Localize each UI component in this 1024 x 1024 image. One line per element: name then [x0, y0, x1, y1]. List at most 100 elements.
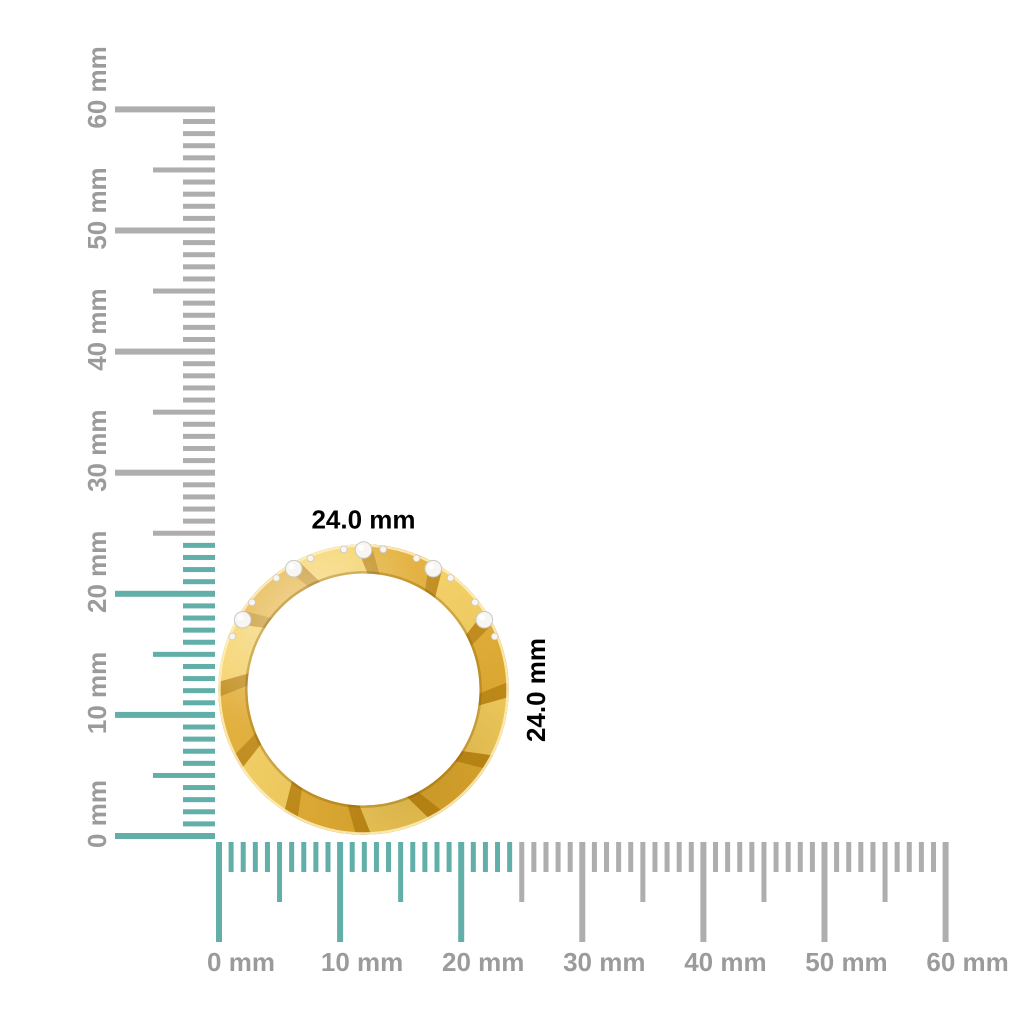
ruler-tick: [183, 748, 215, 754]
ruler-tick: [183, 445, 215, 451]
ruler-tick: [361, 842, 367, 872]
ruler-tick: [183, 542, 215, 548]
ruler-tick: [153, 409, 215, 415]
ruler-tick: [183, 736, 215, 742]
ruler-tick: [183, 494, 215, 500]
diamond-accent: [412, 554, 455, 582]
ruler-tick: [797, 842, 803, 872]
ruler-tick: [153, 167, 215, 173]
small-diamond-icon: [228, 632, 237, 641]
ruler-tick: [183, 554, 215, 560]
ruler-tick-label: 30 mm: [82, 410, 112, 492]
ruler-tick: [183, 724, 215, 730]
ruler-tick: [183, 179, 215, 185]
small-diamond-icon: [379, 545, 387, 554]
ruler-tick: [183, 482, 215, 488]
ruler-tick: [183, 155, 215, 161]
ruler-tick: [252, 842, 258, 872]
ruler-tick: [507, 842, 513, 872]
ruler-tick: [183, 324, 215, 330]
ruler-tick: [591, 842, 597, 872]
ruler-tick: [325, 842, 331, 872]
ruler-tick-label: 10 mm: [82, 652, 112, 734]
ruler-tick-label: 50 mm: [82, 167, 112, 249]
ruler-tick: [616, 842, 622, 872]
ruler-tick: [495, 842, 501, 872]
ruler-tick: [115, 833, 215, 839]
ruler-tick: [725, 842, 731, 872]
small-diamond-icon: [490, 632, 499, 641]
ruler-tick: [183, 809, 215, 815]
ruler-tick-label: 0 mm: [207, 947, 275, 977]
ruler-tick: [458, 842, 465, 942]
small-diamond-icon: [412, 554, 421, 563]
ruler-tick: [277, 842, 283, 902]
small-diamond-icon: [306, 554, 315, 563]
ruler-tick: [183, 700, 215, 706]
ruler-tick: [809, 842, 815, 872]
ruler-tick: [183, 300, 215, 306]
small-diamond-icon: [340, 545, 348, 554]
ruler-tick: [153, 288, 215, 294]
ruler-tick: [870, 842, 876, 872]
ruler-tick: [676, 842, 682, 872]
diamond-accent: [340, 541, 387, 559]
ruler-tick: [153, 530, 215, 536]
ruler-tick: [183, 615, 215, 621]
height-dimension-label: 24.0 mm: [521, 638, 551, 742]
diamond-accent: [228, 598, 256, 641]
ruler-tick: [882, 842, 888, 902]
small-diamond-icon: [272, 574, 281, 582]
ruler-tick: [183, 276, 215, 282]
ruler-tick: [183, 518, 215, 524]
ruler-tick: [240, 842, 246, 872]
ruler-tick: [313, 842, 319, 872]
ruler-tick: [858, 842, 864, 872]
ruler-tick: [337, 842, 344, 942]
diamond-glint: [428, 563, 435, 570]
ruler-tick: [183, 821, 215, 827]
ruler-tick: [115, 469, 215, 476]
small-diamond-icon: [471, 598, 479, 607]
ruler-tick: [652, 842, 658, 872]
ruler-tick: [543, 842, 549, 872]
ruler-tick: [183, 373, 215, 379]
ruler-tick-label: 20 mm: [82, 531, 112, 613]
ruler-tick: [567, 842, 573, 872]
ruler-tick: [749, 842, 755, 872]
ruler-tick: [183, 312, 215, 318]
ruler-tick: [470, 842, 476, 872]
ruler-tick: [446, 842, 452, 872]
ruler-tick: [183, 421, 215, 427]
ruler-tick: [301, 842, 307, 872]
bottom-ruler: 0 mm 10 mm 20 mm 30 mm 40 mm 50 mm 60 mm: [207, 842, 1009, 977]
ruler-tick: [349, 842, 355, 872]
ruler-tick: [604, 842, 610, 872]
ruler-tick: [115, 227, 215, 234]
ruler-tick: [422, 842, 428, 872]
width-dimension-label: 24.0 mm: [311, 505, 415, 535]
ruler-tick: [183, 215, 215, 221]
diamond-icon: [424, 559, 443, 578]
diamond-glint: [358, 544, 365, 551]
ruler-tick: [183, 567, 215, 573]
ruler-tick: [664, 842, 670, 872]
small-diamond-icon: [248, 598, 256, 607]
ruler-tick: [183, 579, 215, 585]
ruler-tick: [640, 842, 646, 902]
ruler-tick: [531, 842, 537, 872]
ruler-tick: [785, 842, 791, 872]
ruler-tick: [153, 651, 215, 657]
left-ruler: 0 mm 10 mm 20 mm 30 mm 40 mm 50 mm 60 mm: [82, 46, 215, 848]
diamond-glint: [237, 614, 244, 621]
ruler-tick: [183, 119, 215, 125]
ruler-tick: [700, 842, 707, 942]
ruler-tick: [183, 797, 215, 803]
ruler-tick: [906, 842, 912, 872]
diamond-accent: [471, 598, 499, 641]
ruler-tick: [183, 433, 215, 439]
ruler-tick-label: 20 mm: [442, 947, 524, 977]
diamond-glint: [479, 614, 486, 621]
